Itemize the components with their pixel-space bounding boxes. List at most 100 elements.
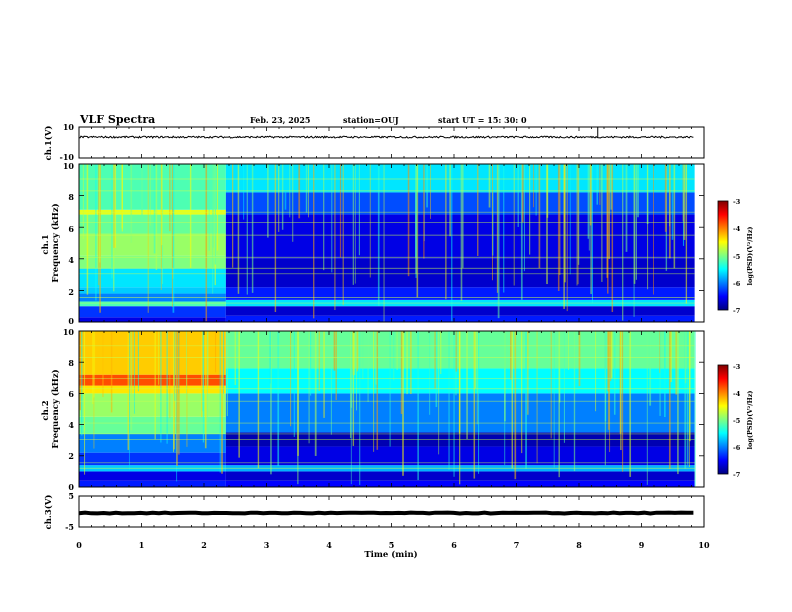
figure-title: VLF Spectra: [79, 113, 155, 126]
ch1-spec-burst: [520, 164, 523, 300]
ch2-spec-burst: [511, 331, 514, 469]
ch1-spec-band-1-5: [225, 214, 695, 259]
ch1-cb-tick-m5: -5: [733, 253, 741, 261]
ch2-cb-tick-m3: -3: [733, 363, 741, 371]
ch2-spec-burst: [318, 331, 320, 391]
ch1-spec-burst: [342, 164, 344, 306]
ch2-spec-burst: [473, 331, 476, 479]
ch1-spec-burst: [608, 164, 611, 259]
ch1-colorbar-gradient: [717, 200, 729, 311]
ch2-spec-ylabel-channel: ch.2: [41, 400, 51, 420]
ch1-spec-burst: [513, 164, 515, 286]
ch1-spec-burst: [685, 164, 688, 304]
ch1-spec-burst: [416, 164, 419, 298]
ch1-spec-burst: [155, 164, 158, 271]
ch1-spec-burst: [596, 164, 598, 205]
ch1-spec-burst: [426, 164, 428, 208]
ch1-ytick-top: 10: [63, 122, 75, 132]
ch1-spec-burst: [246, 164, 248, 295]
ch1-spec-burst: [147, 164, 149, 313]
ch1-spec-ylabel-channel: ch.1: [41, 234, 51, 254]
ch2-spec-burst: [353, 331, 356, 376]
ch2-spec-burst: [664, 331, 666, 418]
ch2-spec-ytick-10: 10: [63, 327, 75, 337]
ch2-spec-burst: [84, 331, 86, 475]
ch1-spec-burst: [205, 164, 208, 322]
ch2-spec-burst: [376, 331, 379, 450]
ch2-spec-burst: [330, 331, 332, 435]
ch2-spec-burst: [453, 331, 455, 477]
ch1-spec-burst: [95, 164, 97, 301]
ch1-spec-burst: [334, 164, 336, 311]
ch2-spec-ylabel: ch.2 Frequency (kHz): [41, 369, 61, 448]
ch2-spec-burst: [204, 331, 207, 449]
ch3-ytick-bottom: -5: [65, 522, 74, 532]
ch1-spec-burst: [538, 164, 541, 269]
ch1-spec-burst: [153, 164, 156, 254]
ch1-spec-burst: [98, 164, 100, 286]
ch1-spec-band-1-1: [225, 306, 695, 316]
ch1-spec-band-0-6: [79, 255, 226, 269]
ch1-spec-ytick-2: 2: [68, 287, 74, 297]
ch2-spec-burst: [686, 331, 689, 465]
start-time-label: start UT = 15: 30: 0: [438, 115, 527, 125]
ch1-spec-burst: [523, 164, 525, 272]
ch1-spec-burst: [82, 164, 84, 239]
ch2-spec-band-0-4: [79, 433, 226, 453]
ch2-spec-burst: [689, 331, 690, 467]
ch1-spec-burst: [546, 164, 548, 285]
ch1-spec-burst: [653, 164, 654, 295]
time-tick-label-7: 7: [514, 540, 520, 550]
ch2-spec-ytick-2: 2: [68, 451, 74, 461]
ch1-spec-burst: [564, 164, 566, 283]
ch2-spec-burst: [536, 331, 538, 464]
ch2-spec-burst: [675, 331, 678, 395]
ch2-spec-burst: [356, 331, 359, 372]
ch1-spec-ytick-10: 10: [63, 161, 75, 171]
ch2-spec-burst: [174, 331, 176, 401]
ch2-spec-burst: [392, 331, 395, 381]
time-tick-label-1: 1: [139, 540, 145, 550]
ch1-spec-burst: [284, 164, 287, 210]
ch2-spec-burst: [257, 331, 260, 469]
ch1-spec-burst: [533, 164, 535, 208]
ch1-spec-burst: [563, 164, 565, 309]
ch2-cb-tick-m7: -7: [733, 471, 740, 479]
ch2-spec-burst: [128, 331, 130, 471]
ch2-spec-band-0-1: [79, 471, 226, 481]
ch1-spec-burst: [673, 164, 676, 269]
ch1-spectrogram-ticks: [78, 163, 705, 323]
ch2-spec-burst: [558, 331, 560, 478]
ch1-spec-burst: [383, 164, 385, 322]
ch2-spec-burst: [527, 331, 529, 415]
ch1-spec-ytick-6: 6: [68, 224, 74, 234]
ch2-spec-band-0-5: [79, 416, 226, 434]
ch2-spectrogram-ticks: [78, 330, 705, 488]
ch1-spec-burst: [216, 164, 219, 251]
ch1-spec-burst: [232, 164, 234, 268]
ch2-spec-burst: [474, 331, 477, 389]
ch2-spec-burst: [510, 331, 512, 380]
ch2-spec-burst: [455, 331, 457, 396]
ch1-spec-burst: [323, 164, 325, 271]
ch2-spec-burst: [362, 331, 364, 380]
ch2-spec-burst: [160, 331, 162, 443]
ch1-spec-band-1-0: [225, 315, 695, 322]
ch1-spec-burst: [114, 164, 117, 248]
ch1-spec-burst: [161, 164, 163, 246]
ch2-spec-burst: [670, 331, 672, 383]
ch2-spec-burst: [130, 331, 133, 431]
date-label: Feb. 23, 2025: [250, 115, 310, 125]
ch2-cb-tick-m5: -5: [733, 417, 741, 425]
ch2-spec-burst: [609, 331, 611, 453]
ch1-spec-band-0-10: [79, 164, 226, 210]
ch2-spec-burst: [410, 331, 412, 395]
ch1-ytick-bottom: -10: [60, 152, 75, 162]
ch1-spec-burst: [407, 164, 410, 277]
time-tick-label-8: 8: [576, 540, 582, 550]
ch2-spec-burst: [178, 331, 180, 394]
ch2-spec-burst: [435, 331, 438, 407]
ch2-spec-band-0-0: [79, 480, 226, 487]
ch2-spec-burst: [620, 331, 622, 451]
ch2-spec-burst: [563, 331, 565, 443]
